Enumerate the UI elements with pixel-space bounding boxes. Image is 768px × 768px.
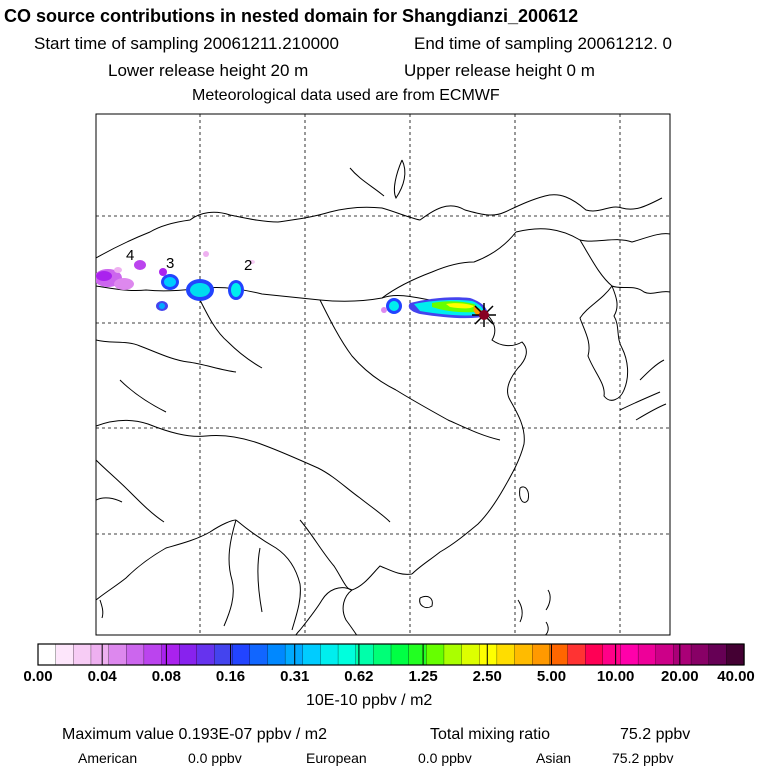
colorbar-tick-label: 5.00 [536,668,567,685]
colorbar-cell [620,643,639,666]
graticule [96,114,670,635]
colorbar-cell [708,643,728,666]
colorbar-cell [73,643,92,666]
colorbar-tick-label: 40.00 [717,668,755,685]
colorbar-cell [567,643,586,666]
colorbar-units: 10E-10 ppbv / m2 [306,692,433,709]
colorbar-cell [108,643,127,666]
colorbar [37,643,745,666]
colorbar-cell [532,643,551,666]
colorbar-cell [673,643,692,666]
total-mixing-value: 75.2 ppbv [620,726,691,743]
colorbar-tick-label: 20.00 [661,668,699,685]
colorbar-cell [549,643,569,666]
european-label: European [306,750,367,766]
colorbar-cell [55,643,74,666]
colorbar-cell [690,643,710,666]
colorbar-cell [426,643,445,666]
colorbar-cell [637,643,657,666]
max-value-label: Maximum value 0.193E-07 ppbv / m2 [62,726,328,743]
upper-release-label: Upper release height 0 m [404,61,595,80]
american-label: American [78,750,138,766]
total-mixing-label: Total mixing ratio [430,726,551,743]
lower-release-label: Lower release height 20 m [108,61,309,80]
asian-value: 75.2 ppbv [612,750,674,766]
colorbar-cell [320,643,339,666]
colorbar-cell [231,643,251,666]
colorbar-tick-label: 0.00 [23,668,53,685]
end-time-label: End time of sampling 20061212. 0 [414,34,673,53]
colorbar-cell [373,643,392,666]
colorbar-cell [126,643,145,666]
colorbar-tick-label: 0.08 [151,668,181,685]
colorbar-cell [443,643,463,666]
colorbar-cell [161,643,180,666]
colorbar-cell [461,643,480,666]
colorbar-cell [496,643,516,666]
colorbar-cell [602,643,622,666]
colorbar-cell [390,643,410,666]
colorbar-cell [302,643,322,666]
colorbar-cell [249,643,269,666]
colorbar-cell [90,643,110,666]
colorbar-cell [408,643,427,666]
american-value: 0.0 ppbv [188,750,242,766]
plot-title: CO source contributions in nested domain… [4,6,579,26]
colorbar-cell [267,643,286,666]
colorbar-cell [514,643,533,666]
colorbar-tick-label: 0.31 [280,668,310,685]
colorbar-tick-label: 10.00 [596,668,635,685]
map-panel: 4 3 2 [95,113,671,636]
region-label-3: 3 [166,255,174,272]
colorbar-cell [479,643,498,666]
colorbar-tick-label: 0.04 [87,668,117,685]
map-frame [95,113,671,636]
asian-label: Asian [536,750,572,766]
european-value: 0.0 ppbv [418,750,472,766]
colorbar-cell [196,643,216,666]
colorbar-tick-label: 2.50 [472,668,502,685]
concentration-plumes [96,251,488,319]
coastlines [96,159,670,635]
colorbar-cell [655,643,675,666]
colorbar-cell [179,643,198,666]
station-star-icon [472,303,496,327]
met-data-label: Meteorological data used are from ECMWF [192,87,500,104]
region-label-4: 4 [126,247,134,264]
colorbar-tick-label: 1.25 [408,668,438,685]
colorbar-cell [726,643,745,666]
colorbar-cell [585,643,604,666]
start-time-label: Start time of sampling 20061211.210000 [34,34,339,53]
colorbar-cell [337,643,357,666]
colorbar-cell [284,643,304,666]
colorbar-cell [143,643,163,666]
colorbar-tick-label: 0.16 [215,668,246,685]
colorbar-cell [37,643,57,666]
region-label-2: 2 [244,257,252,274]
colorbar-cell [214,643,233,666]
colorbar-tick-label: 0.62 [344,668,374,685]
